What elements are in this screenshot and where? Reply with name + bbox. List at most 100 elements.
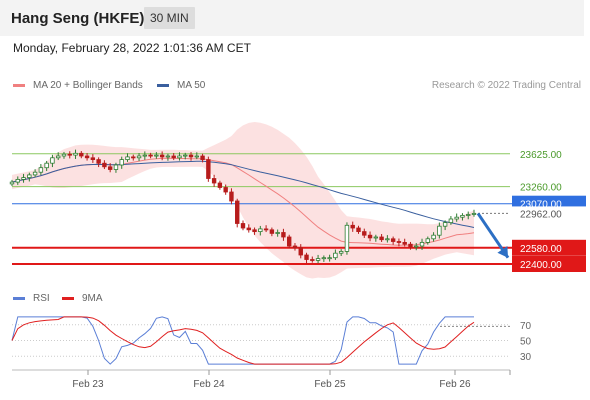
legend-9ma-label: 9MA [82, 293, 103, 304]
candle [15, 178, 20, 183]
candle [154, 154, 159, 157]
legend-rsi-label: RSI [33, 293, 50, 304]
legend-ma50: MA 50 [157, 80, 205, 91]
ma50-swatch [157, 84, 169, 87]
candle [159, 154, 165, 158]
candle [217, 182, 223, 188]
candle [9, 181, 15, 185]
last-price-label: 22962.00 [520, 209, 562, 220]
candle [310, 259, 315, 261]
candle [402, 241, 407, 245]
candle [379, 236, 384, 241]
candle [292, 245, 298, 249]
candle [338, 250, 344, 254]
candle [206, 159, 211, 179]
rsi-tick-label: 30 [520, 352, 532, 363]
candle [442, 222, 448, 227]
candle [183, 154, 188, 157]
ma9-swatch [62, 297, 74, 300]
candle [131, 156, 136, 159]
candle [67, 153, 72, 156]
candle [113, 164, 119, 170]
level-box-22400.00 [512, 256, 586, 272]
candle [102, 162, 107, 168]
candle [327, 257, 332, 260]
rsi-9ma-line [11, 316, 475, 365]
candle [235, 200, 240, 224]
candle [142, 154, 148, 157]
candle [419, 241, 425, 247]
rsi-panel: 70 50 30 [11, 316, 532, 365]
forecast-arrow-head [497, 246, 508, 258]
bollinger-bands [12, 122, 474, 279]
instrument-title: Hang Seng (HKFE) [11, 10, 145, 27]
candle [454, 216, 459, 220]
candle [56, 155, 61, 159]
candle [385, 238, 390, 241]
candles [9, 149, 477, 264]
candle [188, 154, 194, 158]
level-label-23070.00: 23070.00 [520, 200, 562, 211]
candle [252, 229, 257, 233]
moving-averages [11, 157, 475, 246]
candle [263, 228, 269, 231]
x-tick-label: Feb 24 [193, 379, 225, 390]
candle [460, 214, 465, 218]
ma50-line [11, 160, 475, 228]
candle [321, 257, 327, 260]
candle [79, 152, 84, 157]
candle [448, 218, 454, 223]
candle [373, 236, 379, 239]
candle [240, 223, 246, 229]
candle [73, 152, 78, 156]
legend-ma50-label: MA 50 [177, 80, 206, 91]
candle [125, 156, 130, 160]
candle [61, 153, 67, 157]
candle [390, 238, 396, 242]
candle [344, 224, 350, 252]
candle [119, 159, 124, 166]
candle [136, 155, 142, 159]
rsi-tick-label: 50 [520, 337, 532, 348]
x-tick-label: Feb 23 [72, 379, 104, 390]
legend-ma20-label: MA 20 + Bollinger Bands [33, 80, 143, 91]
bollinger-fill [12, 122, 474, 279]
candle [396, 241, 402, 243]
candle [223, 187, 228, 193]
legend-9ma: 9MA [62, 293, 103, 304]
candle [21, 177, 26, 180]
candle [425, 238, 430, 243]
candle [194, 155, 199, 158]
candle [148, 154, 153, 157]
rsi-tick-label: 70 [520, 321, 532, 332]
timestamp: Monday, February 28, 2022 1:01:36 AM CET [13, 41, 251, 55]
candle [211, 178, 217, 184]
candle [44, 162, 49, 169]
candle [32, 171, 38, 176]
timeframe-badge[interactable]: 30 MIN [144, 7, 195, 29]
level-label-23260.00: 23260.00 [520, 183, 562, 194]
x-tick-label: Feb 25 [314, 379, 346, 390]
candle [96, 159, 101, 164]
legend-rsi: RSI [13, 293, 50, 304]
level-label-23625.00: 23625.00 [520, 150, 562, 161]
candle [171, 155, 176, 159]
candle [90, 157, 96, 161]
level-label-22400.00: 22400.00 [520, 260, 562, 271]
candle [356, 227, 361, 232]
candle [437, 225, 442, 236]
candle [177, 155, 182, 159]
credit-text: Research © 2022 Trading Central [431, 80, 581, 91]
candle [281, 232, 286, 238]
candle [27, 174, 32, 178]
candle [298, 247, 303, 256]
level-box-22580.00 [512, 239, 586, 256]
candle [350, 224, 355, 229]
candle [466, 214, 471, 216]
level-label-22580.00: 22580.00 [520, 244, 562, 255]
candle [362, 231, 367, 236]
x-axis: Feb 23 Feb 24 Feb 25 Feb 26 [12, 369, 511, 390]
candle [315, 258, 321, 261]
candle [84, 155, 90, 159]
